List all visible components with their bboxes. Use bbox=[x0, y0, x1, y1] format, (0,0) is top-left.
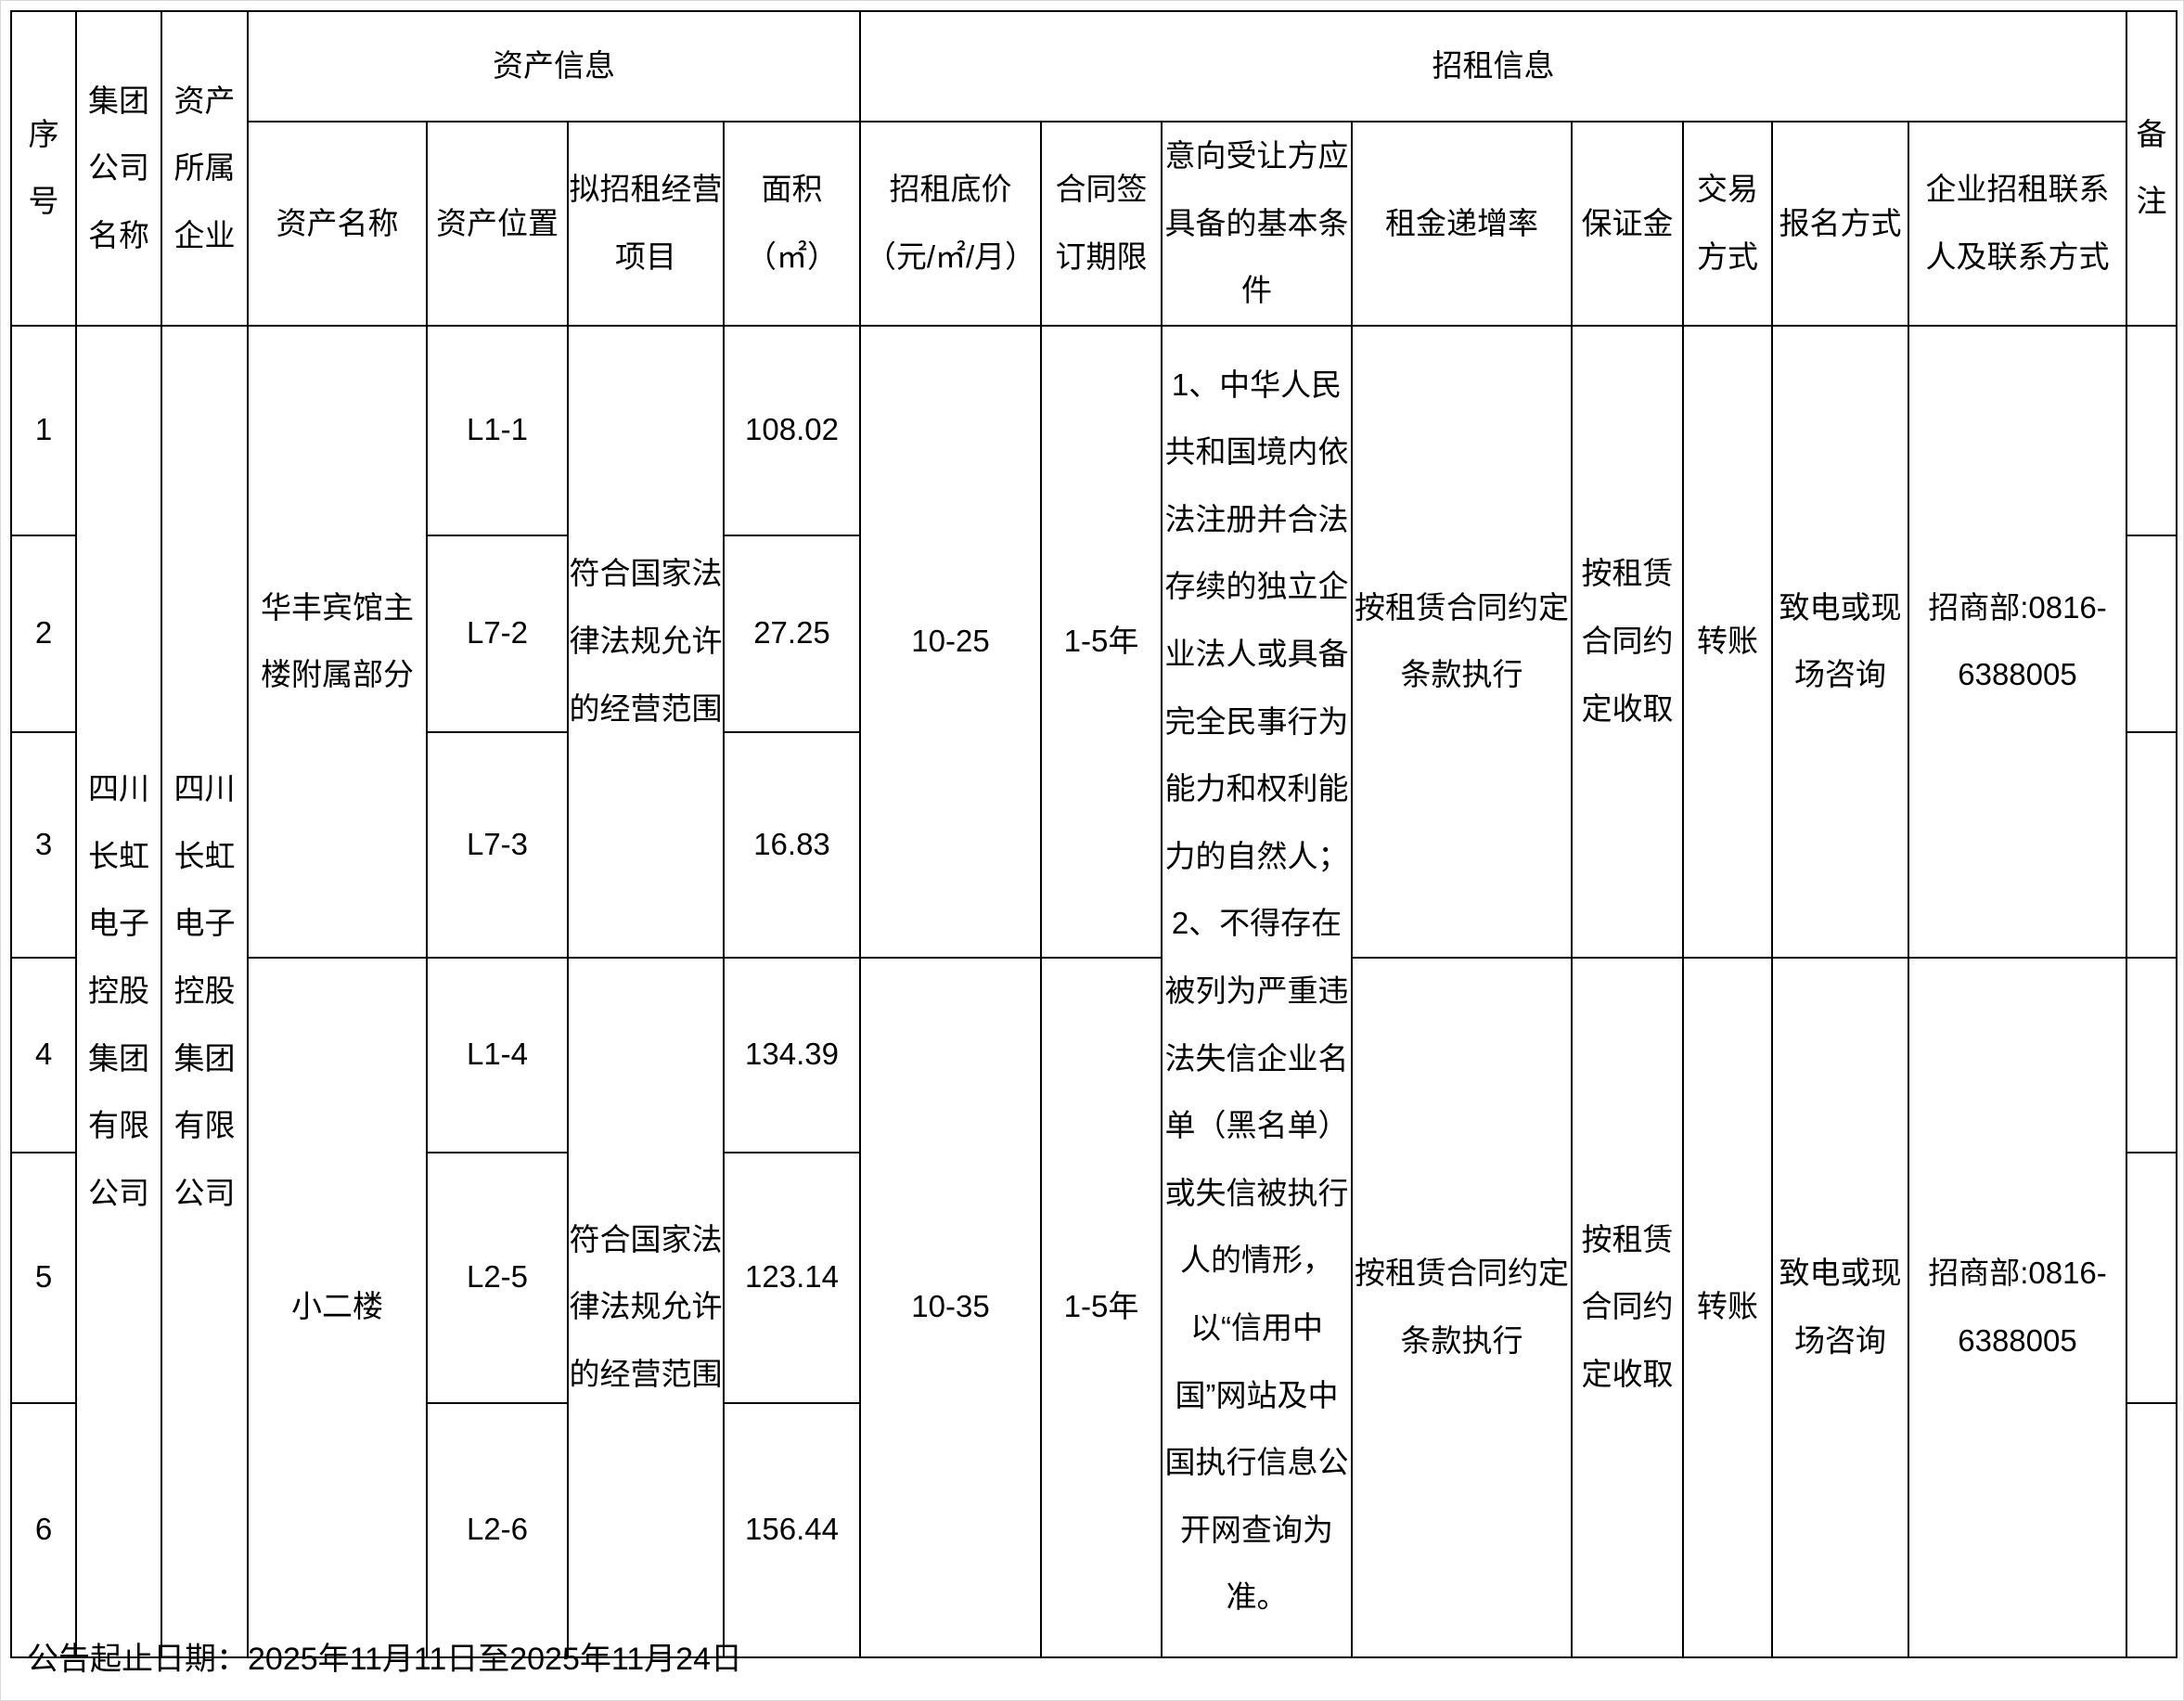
cell-contact-1: 招商部:0816- 6388005 bbox=[1908, 324, 2127, 959]
cell-seq-6: 6 bbox=[10, 1401, 77, 1658]
cell-asset-owner: 四川 长虹 电子 控股 集团 有限 公司 bbox=[161, 324, 249, 1658]
header-business-project: 拟招租经营 项目 bbox=[567, 121, 725, 327]
table-row: 2 L7-2 27.25 bbox=[10, 534, 2178, 733]
cell-area-3: 16.83 bbox=[723, 730, 861, 959]
header-transaction: 交易 方式 bbox=[1682, 121, 1773, 327]
cell-area-6: 156.44 bbox=[723, 1401, 861, 1658]
cell-base-price-1: 10-25 bbox=[859, 324, 1042, 959]
cell-transferee-conditions: 1、中华人民 共和国境内依 法注册并合法 存续的独立企 业法人或具备 完全民事行… bbox=[1161, 324, 1353, 1658]
cell-area-4: 134.39 bbox=[723, 956, 861, 1153]
cell-location-5: L2-5 bbox=[426, 1151, 569, 1404]
header-asset-name: 资产名称 bbox=[247, 121, 428, 327]
header-seq: 序 号 bbox=[10, 10, 77, 327]
header-contract-term: 合同签 订期限 bbox=[1040, 121, 1163, 327]
cell-area-1: 108.02 bbox=[723, 324, 861, 536]
header-contact: 企业招租联系 人及联系方式 bbox=[1908, 121, 2127, 327]
cell-registration-1: 致电或现 场咨询 bbox=[1771, 324, 1909, 959]
leasing-table: 序 号 集团 公司 名称 资产 所属 企业 资产信息 招租信息 备注 资产名称 … bbox=[10, 10, 2178, 1658]
header-asset-owner: 资产 所属 企业 bbox=[161, 10, 249, 327]
cell-asset-name-2: 小二楼 bbox=[247, 956, 428, 1658]
cell-location-3: L7-3 bbox=[426, 730, 569, 959]
table-row: 3 L7-3 16.83 bbox=[10, 730, 2178, 959]
header-asset-info-group: 资产信息 bbox=[247, 10, 861, 122]
cell-business-project-2: 符合国家法 律法规允许 的经营范围 bbox=[567, 956, 725, 1658]
header-remarks: 备注 bbox=[2126, 10, 2178, 327]
cell-business-project-1: 符合国家法 律法规允许 的经营范围 bbox=[567, 324, 725, 959]
announcement-period: 公告起止日期：2025年11月11日至2025年11月24日 bbox=[27, 1642, 742, 1677]
header-row-groups: 序 号 集团 公司 名称 资产 所属 企业 资产信息 招租信息 备注 bbox=[10, 10, 2178, 327]
cell-seq-1: 1 bbox=[10, 324, 77, 536]
header-transferee-conditions: 意向受让方应 具备的基本条 件 bbox=[1161, 121, 1353, 327]
cell-seq-2: 2 bbox=[10, 534, 77, 733]
cell-base-price-2: 10-35 bbox=[859, 956, 1042, 1658]
cell-contract-term-1: 1-5年 bbox=[1040, 324, 1163, 959]
cell-contract-term-2: 1-5年 bbox=[1040, 956, 1163, 1658]
cell-remark-6 bbox=[2126, 1401, 2178, 1658]
header-registration: 报名方式 bbox=[1771, 121, 1909, 327]
table-row: 4 小二楼 L1-4 符合国家法 律法规允许 的经营范围 134.39 10-3… bbox=[10, 956, 2178, 1658]
cell-deposit-2: 按租赁 合同约 定收取 bbox=[1571, 956, 1684, 1658]
cell-transaction-2: 转账 bbox=[1682, 956, 1773, 1658]
table-row: 6 L2-6 156.44 bbox=[10, 1401, 2178, 1658]
cell-seq-5: 5 bbox=[10, 1151, 77, 1404]
header-deposit: 保证金 bbox=[1571, 121, 1684, 327]
header-base-price: 招租底价 （元/㎡/月） bbox=[859, 121, 1042, 327]
table-row: 1 四川 长虹 电子 控股 集团 有限 公司 四川 长虹 电子 控股 集团 有限… bbox=[10, 324, 2178, 1658]
header-group-company: 集团 公司 名称 bbox=[75, 10, 162, 327]
cell-rent-increase-2: 按租赁合同约定 条款执行 bbox=[1351, 956, 1573, 1658]
table-row: 5 L2-5 123.14 bbox=[10, 1151, 2178, 1404]
header-rent-increase: 租金递增率 bbox=[1351, 121, 1573, 327]
cell-location-4: L1-4 bbox=[426, 956, 569, 1153]
cell-deposit-1: 按租赁 合同约 定收取 bbox=[1571, 324, 1684, 959]
cell-remark-3 bbox=[2126, 730, 2178, 959]
cell-remark-4 bbox=[2126, 956, 2178, 1153]
header-row-columns: 资产名称 资产位置 拟招租经营 项目 面积 （㎡） 招租底价 （元/㎡/月） 合… bbox=[11, 121, 2177, 327]
cell-location-1: L1-1 bbox=[426, 324, 569, 536]
cell-remark-2 bbox=[2126, 534, 2178, 733]
cell-group-company: 四川 长虹 电子 控股 集团 有限 公司 bbox=[75, 324, 162, 1658]
cell-area-2: 27.25 bbox=[723, 534, 861, 733]
cell-location-2: L7-2 bbox=[426, 534, 569, 733]
cell-asset-name-1: 华丰宾馆主 楼附属部分 bbox=[247, 324, 428, 959]
cell-registration-2: 致电或现 场咨询 bbox=[1771, 956, 1909, 1658]
cell-seq-4: 4 bbox=[10, 956, 77, 1153]
cell-area-5: 123.14 bbox=[723, 1151, 861, 1404]
cell-location-6: L2-6 bbox=[426, 1401, 569, 1658]
cell-remark-1 bbox=[2126, 324, 2178, 536]
cell-transaction-1: 转账 bbox=[1682, 324, 1773, 959]
cell-contact-2: 招商部:0816- 6388005 bbox=[1908, 956, 2127, 1658]
header-leasing-info-group: 招租信息 bbox=[859, 10, 2127, 122]
cell-seq-3: 3 bbox=[10, 730, 77, 959]
header-area: 面积 （㎡） bbox=[723, 121, 861, 327]
cell-remark-5 bbox=[2126, 1151, 2178, 1404]
header-asset-location: 资产位置 bbox=[426, 121, 569, 327]
cell-rent-increase-1: 按租赁合同约定 条款执行 bbox=[1351, 324, 1573, 959]
